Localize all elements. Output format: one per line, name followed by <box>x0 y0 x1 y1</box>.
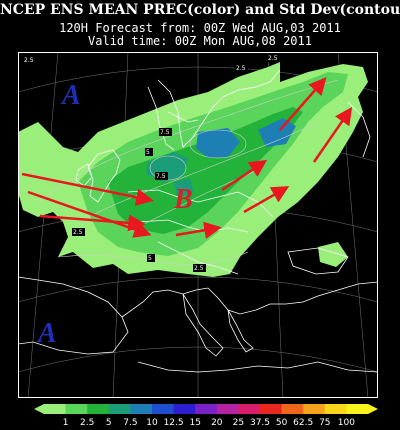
valid-time: Valid time: 00Z Mon AUG,08 2011 <box>88 34 312 48</box>
precip-core-small <box>173 178 194 198</box>
color-scale-tick-label: 12.5 <box>164 418 184 428</box>
contour-label-group: 2.5 2.5 7.5 7.5 5 2.5 2.5 5 2.5 <box>23 54 280 272</box>
color-scale-cell <box>303 404 326 414</box>
color-scale-legend: 1 2.5 5 7.5 10 12.5 15 20 25 37.5 50 62.5 75 100 <box>34 404 378 428</box>
color-scale-cell <box>152 404 174 414</box>
color-scale-cell <box>130 404 153 414</box>
color-scale-cells <box>34 404 378 414</box>
flow-arrow <box>221 159 268 192</box>
map-title: NCEP ENS MEAN PREC(color) and Std Dev(co… <box>0 2 400 18</box>
precipitation-map: 2.5 2.5 7.5 7.5 5 2.5 2.5 5 2.5 A B A <box>18 52 378 398</box>
contour-label: 2.5 <box>23 56 36 64</box>
color-scale-cell <box>195 404 218 414</box>
color-scale-cell <box>173 404 196 414</box>
color-scale-tick-label: 2.5 <box>80 418 94 428</box>
map-frame <box>18 52 378 398</box>
color-scale-cell <box>87 404 110 414</box>
color-scale-tick-label: 1 <box>63 418 69 428</box>
color-scale-ticks: 1 2.5 5 7.5 10 12.5 15 20 25 37.5 50 62.5 75 100 <box>63 418 356 428</box>
svg-text:2.5: 2.5 <box>194 265 204 272</box>
color-scale-tick-label: 50 <box>276 418 288 428</box>
color-scale-cell <box>324 404 347 414</box>
flow-arrow <box>243 186 290 214</box>
contour-label: 2.5 <box>72 228 85 236</box>
flow-arrows <box>21 77 353 239</box>
contour-label: 7.5 <box>155 172 168 180</box>
color-scale-cell <box>216 404 239 414</box>
svg-text:7.5: 7.5 <box>156 173 166 180</box>
precip-blob-south <box>318 242 348 267</box>
contour-label: 5 <box>147 254 155 262</box>
svg-text:2.5: 2.5 <box>236 65 246 72</box>
precip-fill <box>18 62 368 277</box>
color-scale-cell <box>108 404 131 414</box>
high-pressure-label: A <box>36 318 57 349</box>
svg-text:2.5: 2.5 <box>73 229 83 236</box>
color-scale-min-arrow <box>34 404 44 414</box>
color-scale-cell <box>65 404 88 414</box>
color-scale-tick-label: 100 <box>338 418 355 428</box>
flow-arrow <box>21 172 154 206</box>
flow-arrow <box>279 77 327 131</box>
high-pressure-label: A <box>60 80 81 111</box>
color-scale-tick-label: 25 <box>233 418 244 428</box>
color-scale-tick-label: 75 <box>319 418 330 428</box>
precip-band-strong <box>108 107 303 234</box>
color-scale-tick-label: 15 <box>189 418 200 428</box>
color-scale-cell <box>346 404 369 414</box>
color-scale-max-arrow <box>368 404 378 414</box>
color-scale-cell <box>260 404 282 414</box>
color-scale-cell <box>281 404 304 414</box>
color-scale-tick-label: 62.5 <box>293 418 313 428</box>
color-scale-tick-label: 5 <box>106 418 112 428</box>
color-scale-tick-label: 37.5 <box>250 418 270 428</box>
svg-text:7.5: 7.5 <box>160 129 170 136</box>
contour-label: 2.5 <box>193 264 206 272</box>
svg-text:2.5: 2.5 <box>268 55 278 62</box>
contour-label: 2.5 <box>267 54 280 62</box>
svg-text:5: 5 <box>148 255 152 262</box>
color-scale-tick-label: 7.5 <box>123 418 137 428</box>
precip-blob-west <box>18 142 50 192</box>
color-scale-cell <box>238 404 261 414</box>
svg-text:5: 5 <box>146 149 150 156</box>
svg-text:2.5: 2.5 <box>24 57 34 64</box>
low-pressure-label: B <box>173 184 193 215</box>
contour-label: 7.5 <box>159 128 172 136</box>
precip-core-center <box>196 128 240 158</box>
color-scale-cell <box>44 404 66 414</box>
coastlines <box>18 69 378 373</box>
flow-arrow <box>39 214 146 232</box>
forecast-time: 120H Forecast from: 00Z Wed AUG,03 2011 <box>59 21 341 35</box>
flow-arrow <box>312 106 353 163</box>
flow-arrow <box>175 221 222 239</box>
precip-core-east <box>258 118 296 147</box>
color-scale-tick-label: 20 <box>211 418 223 428</box>
contour-label: 5 <box>145 148 153 156</box>
contour-label: 2.5 <box>235 64 248 72</box>
color-scale-tick-label: 10 <box>146 418 158 428</box>
